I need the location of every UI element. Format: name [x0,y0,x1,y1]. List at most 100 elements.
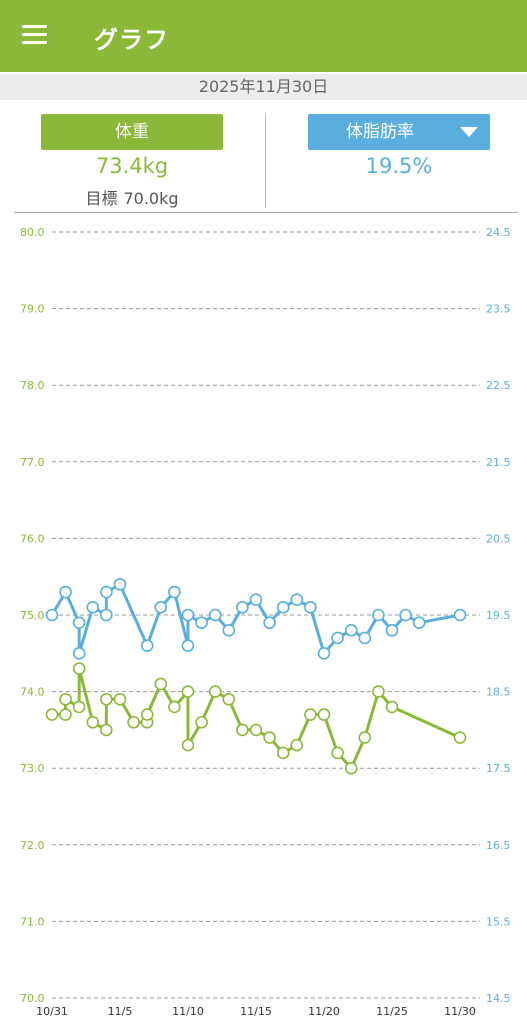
weight-data-point [304,708,317,721]
weight-data-point [100,723,113,737]
x-tick-label: 11/25 [376,1005,408,1018]
body-fat-data-point [249,593,263,606]
body-fat-data-point [86,601,100,614]
body-fat-data-point [181,639,195,652]
weight-goal: 目標 70.0kg [41,185,223,209]
weight-data-point [127,715,140,729]
weight-data-point [222,692,236,706]
y-tick-label-right: 24.5 [486,226,511,239]
summary-divider [265,114,266,208]
weight-data-point [113,692,127,706]
y-tick-label-left: 79.0 [20,303,45,316]
y-tick-label-left: 78.0 [20,379,45,392]
y-tick-label-left: 76.0 [20,532,45,545]
body-fat-data-point [100,585,113,599]
body-fat-data-point [113,578,127,591]
body-fat-data-point [100,608,113,622]
weight-data-point [195,715,208,729]
weight-data-point [100,692,113,706]
body-fat-data-point [72,616,86,629]
weight-data-point [181,685,195,698]
weight-data-point [385,700,399,714]
weight-data-point [290,738,304,752]
weight-data-point [236,723,249,737]
weight-data-point [331,746,344,760]
date-label: 2025年11月30日 [0,74,527,100]
weight-data-point [372,685,385,698]
weight-data-point [344,761,358,775]
app-bar: グラフ [0,0,527,72]
weight-button[interactable]: 体重 [41,114,223,150]
y-tick-label-right: 18.5 [486,686,511,699]
y-tick-label-right: 22.5 [486,379,511,392]
weight-data-point [317,708,331,721]
y-tick-label-right: 17.5 [486,762,511,775]
body-fat-data-point [208,608,222,622]
body-fat-data-point [236,601,249,614]
body-fat-data-point [372,608,385,622]
body-fat-data-point [181,608,195,622]
weight-data-point [263,731,276,744]
weight-data-point [249,723,263,737]
body-fat-data-point [317,646,331,660]
body-fat-value: 19.5% [365,154,433,178]
y-tick-label-right: 23.5 [486,303,511,316]
weight-fat-chart: 80.0 24.5 79.0 23.5 78.0 22.5 77.0 21.5 76.0 20.5… [20,226,511,1018]
weight-data-point [86,715,100,729]
caret-down-icon [460,127,478,137]
y-tick-label-left: 70.0 [20,992,45,1005]
y-tick-label-left: 80.0 [20,226,45,239]
y-tick-label-right: 15.5 [486,915,511,928]
x-tick-label: 11/30 [444,1005,476,1018]
y-tick-label-left: 73.0 [20,762,45,775]
weight-data-point [140,708,154,721]
x-tick-label: 11/10 [172,1005,204,1018]
x-tick-label: 11/20 [308,1005,340,1018]
x-tick-label: 11/15 [240,1005,272,1018]
goal-value: 70.0kg [123,189,179,208]
body-fat-data-point [45,608,59,622]
y-tick-label-left: 74.0 [20,686,45,699]
body-fat-data-point [222,624,236,637]
body-fat-data-point [304,601,317,614]
weight-data-point [45,708,59,721]
weight-data-point [59,692,72,706]
y-tick-label-right: 14.5 [486,992,511,1005]
weight-data-point [59,708,72,721]
hamburger-menu-icon[interactable] [22,25,48,45]
body-fat-data-point [331,631,344,645]
y-tick-label-left: 72.0 [20,839,45,852]
weight-series-line [52,667,461,770]
y-tick-label-right: 19.5 [486,609,511,622]
weight-data-point [276,746,290,760]
weight-data-point [208,685,222,698]
weight-value: 73.4kg [95,154,169,178]
x-tick-label: 10/31 [36,1005,68,1018]
y-tick-label-right: 21.5 [486,456,511,469]
body-fat-data-point [412,616,426,629]
body-fat-data-point [385,624,399,637]
weight-data-point [72,700,86,714]
body-fat-data-point [195,616,208,629]
body-fat-data-point [453,608,467,622]
body-fat-dropdown[interactable]: 体脂肪率 [308,114,490,150]
body-fat-data-point [399,608,412,622]
y-tick-label-right: 16.5 [486,839,511,852]
body-fat-data-point [263,616,276,629]
body-fat-data-point [344,624,358,637]
body-fat-data-point [59,585,72,599]
weight-data-point [154,677,168,691]
page-title: グラフ [94,26,169,54]
y-tick-label-left: 71.0 [20,915,45,928]
weight-data-point [181,738,195,752]
body-fat-data-point [154,601,168,614]
body-fat-data-point [290,593,304,606]
body-fat-label: 体脂肪率 [346,122,414,142]
weight-data-point [72,662,86,675]
y-tick-label-right: 20.5 [486,532,511,545]
body-fat-data-point [72,646,86,660]
weight-data-point [358,731,372,744]
x-tick-label: 11/5 [108,1005,133,1018]
goal-label: 目標 [85,189,118,208]
body-fat-data-point [276,601,290,614]
